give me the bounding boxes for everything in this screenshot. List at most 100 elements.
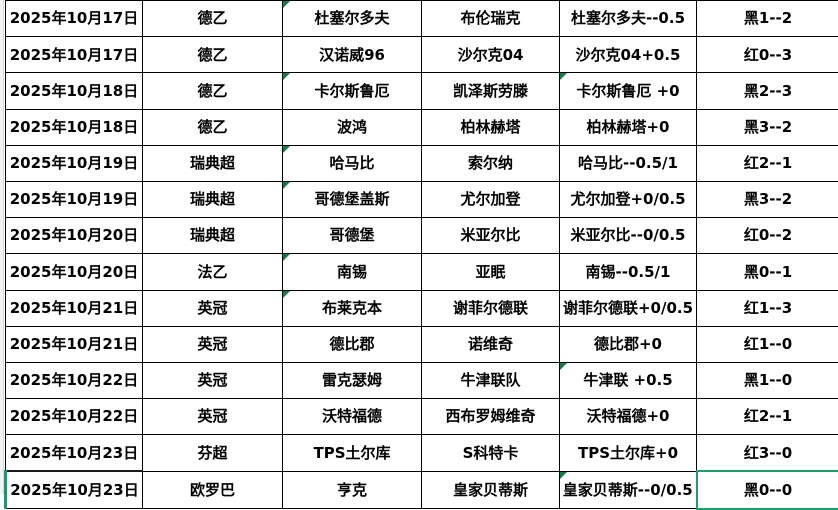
cell-result[interactable]: 红3--0 xyxy=(697,435,838,472)
cell-league[interactable]: 瑞典超 xyxy=(143,145,283,181)
cell-result[interactable]: 黑3--2 xyxy=(697,181,838,217)
cell-result[interactable]: 红0--2 xyxy=(697,218,838,254)
cell-away-team[interactable]: 牛津联队 xyxy=(422,362,560,398)
cell-league[interactable]: 英冠 xyxy=(143,399,283,435)
cell-home-team[interactable]: 南锡 xyxy=(283,254,422,290)
cell-result[interactable]: 红2--1 xyxy=(697,399,838,435)
cell-result[interactable]: 黑3--2 xyxy=(697,109,838,145)
cell-league[interactable]: 芬超 xyxy=(143,435,283,472)
cell-home-team[interactable]: 哥德堡 xyxy=(283,218,422,254)
cell-home-team[interactable]: 杜塞尔多夫 xyxy=(283,1,422,37)
cell-home-team[interactable]: 汉诺威96 xyxy=(283,37,422,73)
cell-away-team[interactable]: 索尔纳 xyxy=(422,145,560,181)
cell-result[interactable]: 红0--3 xyxy=(697,37,838,73)
cell-date[interactable]: 2025年10月22日 xyxy=(6,399,143,435)
cell-date[interactable]: 2025年10月19日 xyxy=(6,181,143,217)
cell-home-team[interactable]: 波鸿 xyxy=(283,109,422,145)
cell-handicap[interactable]: 谢菲尔德联+0/0.5 xyxy=(560,290,697,326)
cell-away-team[interactable]: 亚眠 xyxy=(422,254,560,290)
cell-away-team[interactable]: S科特卡 xyxy=(422,435,560,472)
cell-date[interactable]: 2025年10月20日 xyxy=(6,254,143,290)
cell-handicap[interactable]: 南锡--0.5/1 xyxy=(560,254,697,290)
cell-date[interactable]: 2025年10月20日 xyxy=(6,218,143,254)
cell-handicap[interactable]: TPS土尔库+0 xyxy=(560,435,697,472)
cell-league[interactable]: 英冠 xyxy=(143,290,283,326)
cell-result[interactable]: 黑1--0 xyxy=(697,362,838,398)
cell-league[interactable]: 瑞典超 xyxy=(143,218,283,254)
cell-date[interactable]: 2025年10月23日 xyxy=(6,435,143,472)
cell-league[interactable]: 德乙 xyxy=(143,1,283,37)
cell-handicap[interactable]: 尤尔加登+0/0.5 xyxy=(560,181,697,217)
cell-date[interactable]: 2025年10月22日 xyxy=(6,362,143,398)
cell-home-team[interactable]: 沃特福德 xyxy=(283,399,422,435)
cell-away-team[interactable]: 凯泽斯劳滕 xyxy=(422,73,560,109)
cell-away-team[interactable]: 谢菲尔德联 xyxy=(422,290,560,326)
cell-handicap[interactable]: 德比郡+0 xyxy=(560,326,697,362)
cell-date[interactable]: 2025年10月21日 xyxy=(6,290,143,326)
cell-away-team[interactable]: 皇家贝蒂斯 xyxy=(422,471,560,508)
cell-result[interactable]: 红1--3 xyxy=(697,290,838,326)
cell-away-team[interactable]: 布伦瑞克 xyxy=(422,1,560,37)
cell-home-team[interactable]: 哥德堡盖斯 xyxy=(283,181,422,217)
cell-handicap[interactable]: 沃特福德+0 xyxy=(560,399,697,435)
cell-result[interactable]: 黑0--0 xyxy=(697,471,838,508)
cell-league[interactable]: 英冠 xyxy=(143,326,283,362)
cell-handicap[interactable]: 米亚尔比--0/0.5 xyxy=(560,218,697,254)
cell-result[interactable]: 红2--1 xyxy=(697,145,838,181)
cell-away-team[interactable]: 诺维奇 xyxy=(422,326,560,362)
cell-home-team[interactable]: TPS土尔库 xyxy=(283,435,422,472)
cell-handicap[interactable]: 哈马比--0.5/1 xyxy=(560,145,697,181)
cell-home-team[interactable]: 哈马比 xyxy=(283,145,422,181)
cell-away-team[interactable]: 尤尔加登 xyxy=(422,181,560,217)
cell-away-team[interactable]: 沙尔克04 xyxy=(422,37,560,73)
cell-away-team[interactable]: 柏林赫塔 xyxy=(422,109,560,145)
cell-date[interactable]: 2025年10月23日 xyxy=(6,471,143,508)
cell-date[interactable]: 2025年10月19日 xyxy=(6,145,143,181)
cell-league[interactable]: 德乙 xyxy=(143,109,283,145)
cell-handicap[interactable]: 杜塞尔多夫--0.5 xyxy=(560,1,697,37)
cell-league[interactable]: 德乙 xyxy=(143,37,283,73)
cell-handicap[interactable]: 卡尔斯鲁厄 +0 xyxy=(560,73,697,109)
cell-handicap[interactable]: 牛津联 +0.5 xyxy=(560,362,697,398)
cell-league[interactable]: 欧罗巴 xyxy=(143,471,283,508)
cell-home-team[interactable]: 德比郡 xyxy=(283,326,422,362)
cell-league[interactable]: 德乙 xyxy=(143,73,283,109)
cell-date[interactable]: 2025年10月18日 xyxy=(6,109,143,145)
cell-away-team[interactable]: 米亚尔比 xyxy=(422,218,560,254)
cell-handicap[interactable]: 皇家贝蒂斯--0/0.5 xyxy=(560,471,697,508)
cell-home-team[interactable]: 布莱克本 xyxy=(283,290,422,326)
cell-handicap[interactable]: 沙尔克04+0.5 xyxy=(560,37,697,73)
cell-home-team[interactable]: 亨克 xyxy=(283,471,422,508)
cell-league[interactable]: 英冠 xyxy=(143,362,283,398)
cell-date[interactable]: 2025年10月17日 xyxy=(6,1,143,37)
cell-result[interactable]: 黑1--2 xyxy=(697,1,838,37)
cell-home-team[interactable]: 卡尔斯鲁厄 xyxy=(283,73,422,109)
cell-result[interactable]: 黑2--3 xyxy=(697,73,838,109)
cell-result[interactable]: 黑0--1 xyxy=(697,254,838,290)
cell-result[interactable]: 红1--0 xyxy=(697,326,838,362)
cell-home-team[interactable]: 雷克瑟姆 xyxy=(283,362,422,398)
cell-league[interactable]: 瑞典超 xyxy=(143,181,283,217)
cell-date[interactable]: 2025年10月21日 xyxy=(6,326,143,362)
cell-date[interactable]: 2025年10月18日 xyxy=(6,73,143,109)
cell-league[interactable]: 法乙 xyxy=(143,254,283,290)
cell-away-team[interactable]: 西布罗姆维奇 xyxy=(422,399,560,435)
cell-date[interactable]: 2025年10月17日 xyxy=(6,37,143,73)
cell-handicap[interactable]: 柏林赫塔+0 xyxy=(560,109,697,145)
